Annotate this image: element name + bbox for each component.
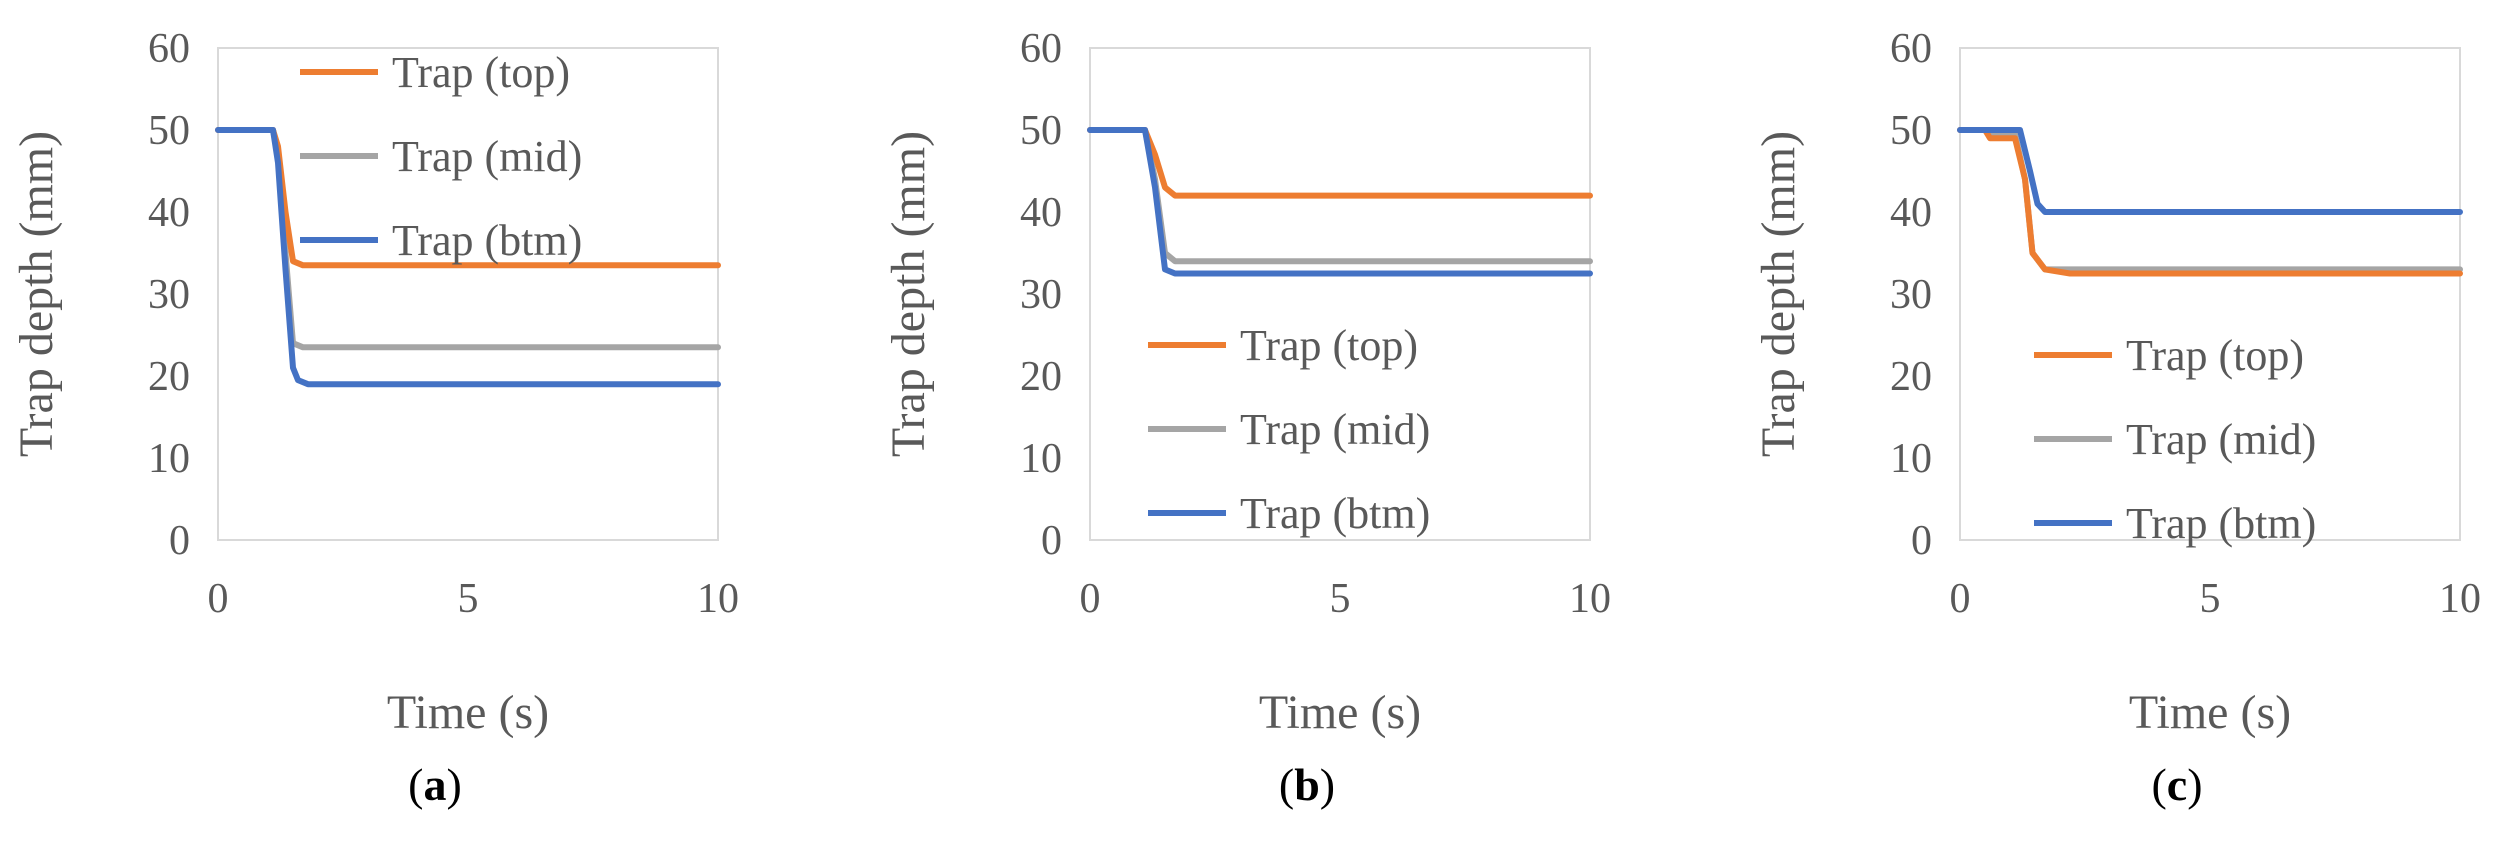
y-axis-title: Trap depth (mm) <box>10 131 63 457</box>
x-axis-title: Time (s) <box>2129 686 2291 739</box>
y-tick-label: 0 <box>169 518 190 564</box>
series-line-btm <box>1957 127 2463 215</box>
y-tick-label: 30 <box>1890 272 1932 318</box>
plot-area <box>217 47 719 541</box>
chart-panel-2: 0 10 20 30 40 50 60 0 5 10 Time (s) Trap depth (mm)… <box>1752 26 2481 810</box>
y-axis-title: Trap depth (mm) <box>882 131 935 457</box>
y-tick-label: 40 <box>1020 190 1062 236</box>
series-line-btm <box>215 127 721 388</box>
x-tick-label: 10 <box>697 576 739 622</box>
x-tick-label: 10 <box>2439 576 2481 622</box>
legend-label-btm: Trap (btm) <box>2126 499 2316 548</box>
legend-label-btm: Trap (btm) <box>392 216 582 265</box>
x-tick-label: 0 <box>208 576 229 622</box>
series-line-top <box>1087 127 1593 199</box>
legend: Trap (top) Trap (mid) Trap (btm) <box>300 48 582 265</box>
y-tick-label: 10 <box>148 436 190 482</box>
panel-caption: (b) <box>1279 759 1335 810</box>
legend-label-top: Trap (top) <box>392 48 570 97</box>
plot-area <box>1089 47 1591 541</box>
y-tick-label: 20 <box>148 354 190 400</box>
y-axis-title: Trap depth (mm) <box>1752 131 1805 457</box>
x-axis-title: Time (s) <box>387 686 549 739</box>
y-tick-label: 20 <box>1890 354 1932 400</box>
legend-label-mid: Trap (mid) <box>1240 405 1430 454</box>
y-tick-label: 30 <box>148 272 190 318</box>
y-tick-label: 0 <box>1911 518 1932 564</box>
x-tick-label: 5 <box>1330 576 1351 622</box>
y-tick-label: 0 <box>1041 518 1062 564</box>
chart-panel-1: 0 10 20 30 40 50 60 0 5 10 Time (s) Trap depth (mm)… <box>882 26 1611 810</box>
plot-area <box>1959 47 2461 541</box>
legend: Trap (top) Trap (mid) Trap (btm) <box>1148 321 1430 538</box>
panel-caption: (a) <box>408 759 462 810</box>
y-tick-label: 10 <box>1020 436 1062 482</box>
panel-caption: (c) <box>2151 759 2202 810</box>
x-tick-label: 10 <box>1569 576 1611 622</box>
y-tick-label: 50 <box>148 108 190 154</box>
legend: Trap (top) Trap (mid) Trap (btm) <box>2034 331 2316 548</box>
x-axis-title: Time (s) <box>1259 686 1421 739</box>
y-tick-label: 60 <box>1890 26 1932 72</box>
y-tick-label: 20 <box>1020 354 1062 400</box>
series-line-btm <box>1087 127 1593 277</box>
x-tick-label: 5 <box>458 576 479 622</box>
y-tick-label: 30 <box>1020 272 1062 318</box>
y-tick-label: 40 <box>148 190 190 236</box>
y-tick-label: 50 <box>1020 108 1062 154</box>
y-tick-label: 40 <box>1890 190 1932 236</box>
legend-label-mid: Trap (mid) <box>392 132 582 181</box>
y-tick-label: 50 <box>1890 108 1932 154</box>
legend-label-top: Trap (top) <box>2126 331 2304 380</box>
y-tick-label: 60 <box>148 26 190 72</box>
x-tick-label: 0 <box>1080 576 1101 622</box>
y-tick-label: 10 <box>1890 436 1932 482</box>
chart-panel-0: 0 10 20 30 40 50 60 0 5 10 Time (s) Trap depth (mm)… <box>10 26 739 810</box>
x-tick-label: 0 <box>1950 576 1971 622</box>
legend-label-top: Trap (top) <box>1240 321 1418 370</box>
legend-label-btm: Trap (btm) <box>1240 489 1430 538</box>
x-tick-label: 5 <box>2200 576 2221 622</box>
legend-label-mid: Trap (mid) <box>2126 415 2316 464</box>
y-tick-label: 60 <box>1020 26 1062 72</box>
